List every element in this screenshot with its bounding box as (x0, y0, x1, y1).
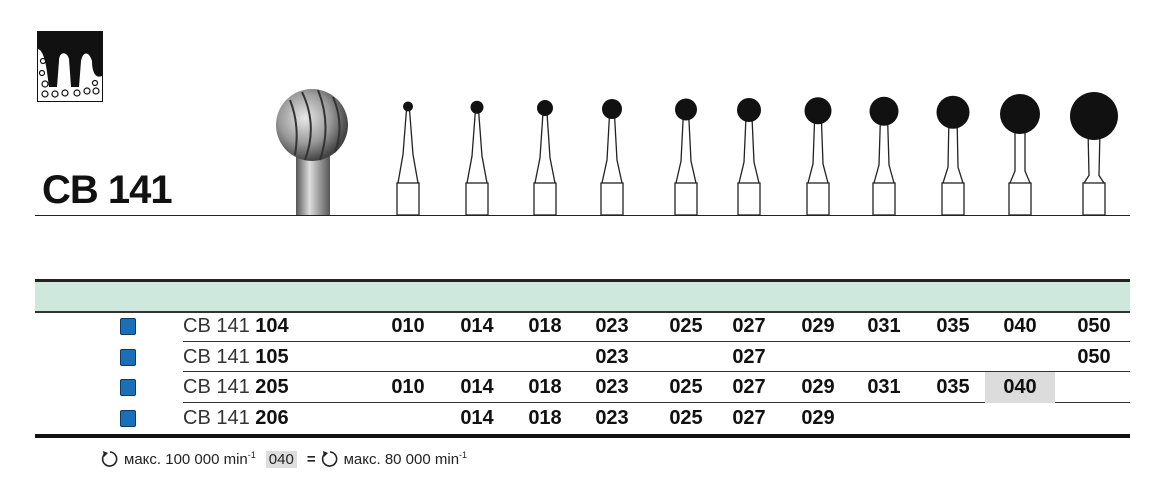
size-cell: 010 (391, 376, 425, 398)
row-divider (183, 371, 1130, 372)
equals-sign: = (306, 450, 316, 468)
size-cell: 050 (1077, 315, 1111, 337)
rotation-icon (321, 451, 338, 467)
size-cell: 018 (528, 376, 562, 398)
size-cell: 018 (528, 407, 562, 429)
table-row: CB 141 205 010 014 018 023 025 027 029 031 035 040 (0, 372, 1176, 405)
bur-size-029 (804, 97, 832, 216)
bur-size-014 (465, 100, 489, 216)
rotation-icon (101, 451, 118, 467)
size-cell: 027 (732, 346, 766, 368)
size-cell: 025 (669, 407, 703, 429)
exponent: -1 (459, 450, 468, 460)
table-header-band (35, 282, 1130, 311)
size-cell: 023 (595, 346, 629, 368)
size-cell: 027 (732, 315, 766, 337)
code-suffix: 206 (255, 407, 289, 429)
size-cell: 025 (669, 315, 703, 337)
product-code: CB 141 105 (183, 346, 289, 369)
size-cell: 040 (1003, 315, 1037, 337)
table-row: CB 141 206 014 018 023 025 027 029 (0, 406, 1176, 436)
tooth-bone-logo (37, 31, 103, 102)
bur-size-027 (737, 98, 761, 216)
code-prefix: CB 141 (183, 376, 250, 398)
code-suffix: 104 (255, 315, 289, 337)
table-top-rule (35, 279, 1130, 282)
table-row: CB 141 105 023 027 050 (0, 345, 1176, 375)
table-bottom-rule (35, 434, 1130, 438)
size-cell: 027 (732, 407, 766, 429)
bur-size-050 (1070, 92, 1118, 216)
bur-size-010 (396, 101, 420, 216)
bur-size-023 (600, 99, 624, 216)
size-cell: 050 (1077, 346, 1111, 368)
baseline-rule (35, 215, 1130, 216)
code-prefix: CB 141 (183, 407, 250, 429)
size-cell: 023 (595, 315, 629, 337)
blue-square-icon (120, 379, 136, 396)
code-suffix: 205 (255, 376, 289, 398)
bur-photo (276, 89, 348, 215)
bur-size-025 (674, 98, 698, 216)
size-cell: 010 (391, 315, 425, 337)
product-code: CB 141 205 (183, 376, 289, 399)
speed-footnote: макс. 100 000 min-1 040 = макс. 80 000 m… (100, 449, 467, 469)
size-cell: 018 (528, 315, 562, 337)
code-prefix: CB 141 (183, 315, 250, 337)
size-cell: 029 (801, 407, 835, 429)
bur-size-031 (869, 96, 899, 216)
row-divider (183, 402, 1130, 403)
bur-size-035 (936, 95, 970, 216)
size-cell: 027 (732, 376, 766, 398)
size-cell: 029 (801, 315, 835, 337)
max-speed-standard: макс. 100 000 min (124, 451, 248, 468)
product-code: CB 141 104 (183, 315, 289, 338)
size-cell: 029 (801, 376, 835, 398)
bur-illustrations (276, 89, 1118, 216)
product-title: CB 141 (42, 168, 173, 212)
code-suffix: 105 (255, 346, 289, 368)
size-cell: 014 (460, 407, 494, 429)
bur-size-040 (1000, 94, 1040, 216)
size-cell: 025 (669, 376, 703, 398)
size-cell: 035 (936, 376, 970, 398)
size-cell: 040 (985, 372, 1055, 403)
size-cell: 031 (867, 376, 901, 398)
header-rule (35, 311, 1130, 313)
size-cell: 023 (595, 376, 629, 398)
blue-square-icon (120, 349, 136, 366)
blue-square-icon (120, 410, 136, 427)
size-cell: 035 (936, 315, 970, 337)
product-code: CB 141 206 (183, 407, 289, 430)
bur-size-018 (533, 100, 557, 216)
size-cell: 014 (460, 315, 494, 337)
highlight-code: 040 (265, 450, 297, 468)
size-cell: 023 (595, 407, 629, 429)
row-divider (183, 341, 1130, 342)
size-cell: 014 (460, 376, 494, 398)
table-row: CB 141 104 010 014 018 023 025 027 029 031 035 040… (0, 314, 1176, 344)
size-cell: 031 (867, 315, 901, 337)
code-prefix: CB 141 (183, 346, 250, 368)
exponent: -1 (247, 450, 256, 460)
max-speed-reduced: макс. 80 000 min (343, 451, 460, 468)
blue-square-icon (120, 318, 136, 335)
